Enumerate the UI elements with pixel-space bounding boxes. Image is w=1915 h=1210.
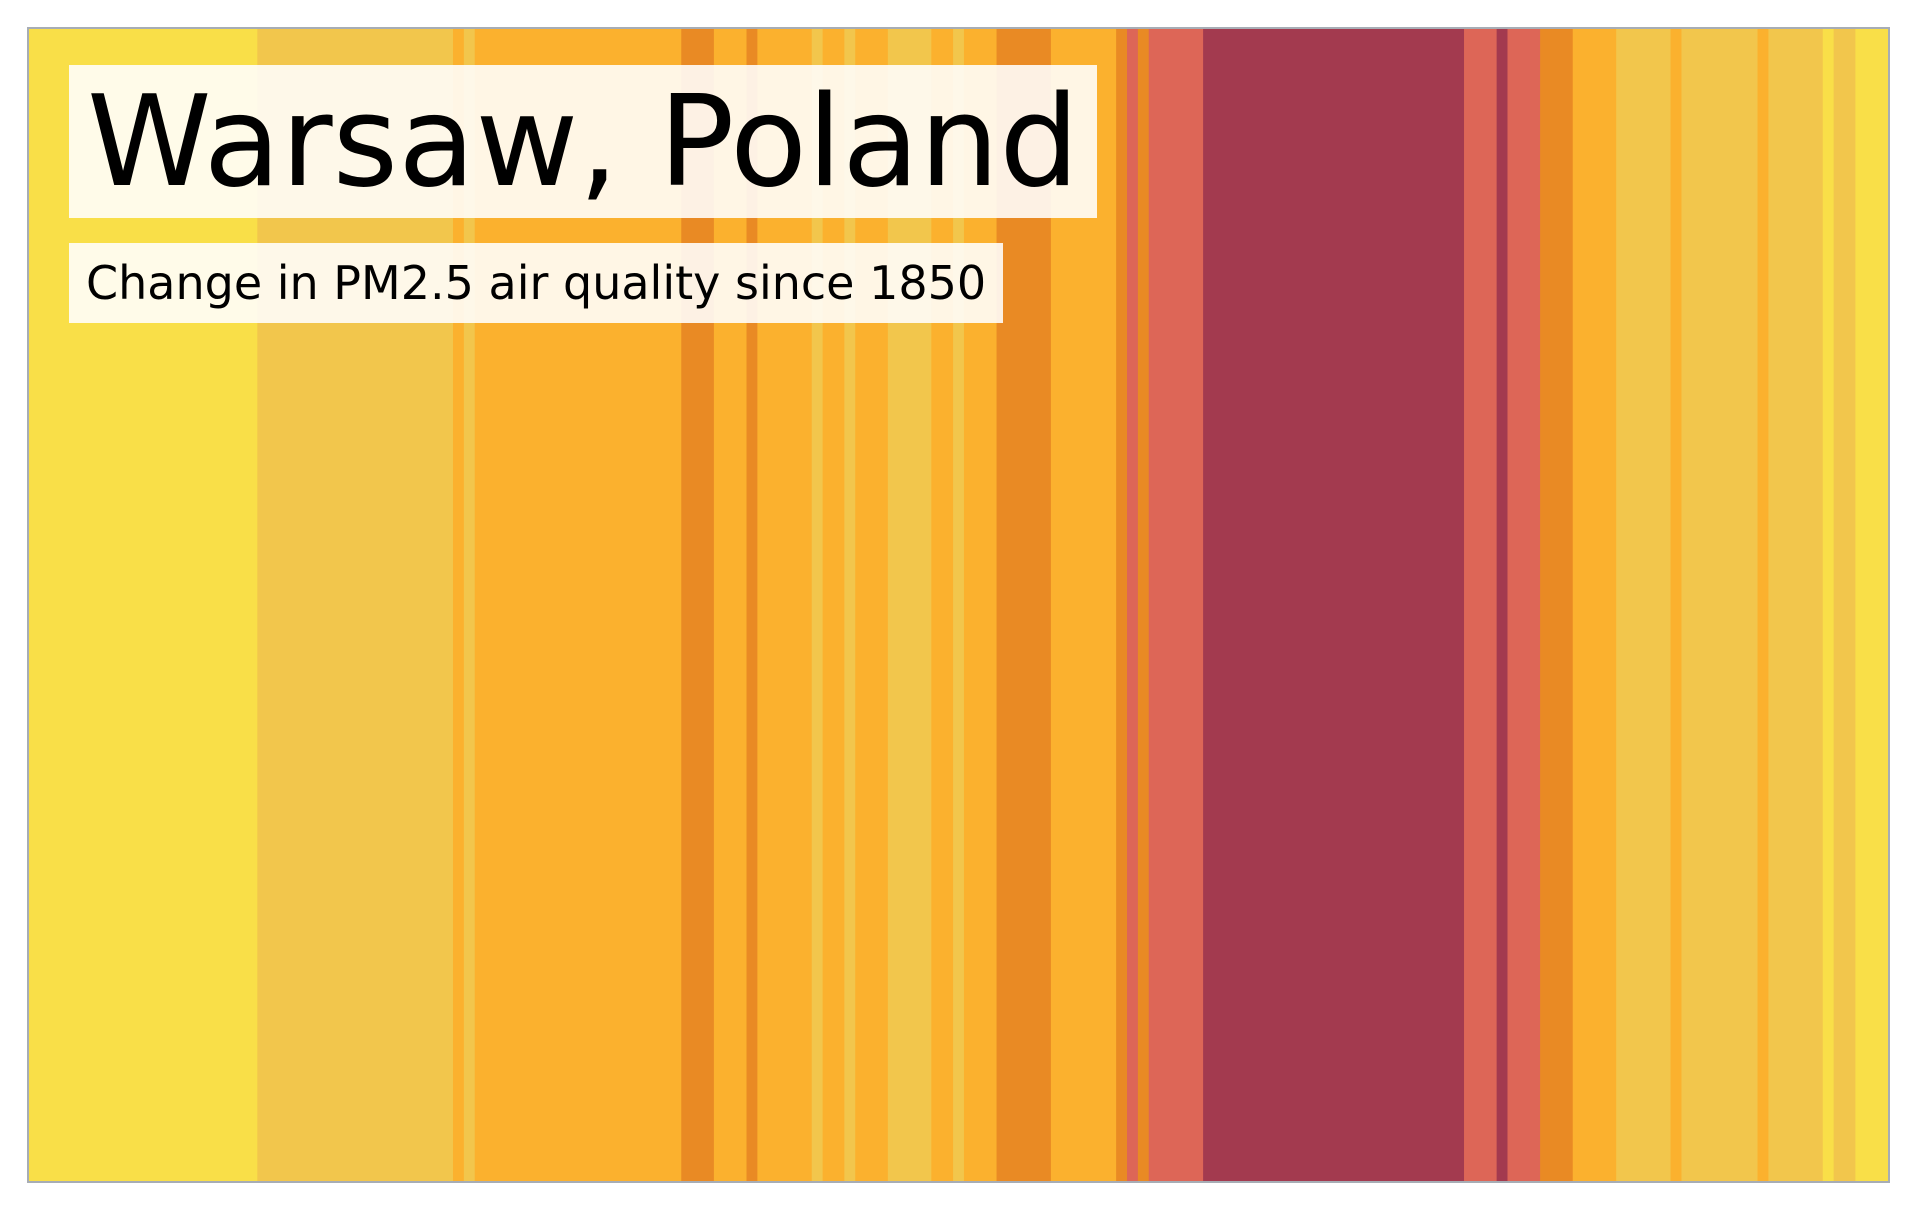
- stripe-1926: [855, 29, 889, 1181]
- stripe-1925: [844, 29, 856, 1181]
- stripe-2002: [1681, 29, 1759, 1181]
- stripe-1871: [257, 29, 454, 1181]
- stripe-1952: [1137, 29, 1150, 1181]
- stripe-1893: [496, 29, 682, 1181]
- chart-title: Warsaw, Poland: [87, 68, 1080, 215]
- stripe-1953: [1148, 29, 1204, 1181]
- stripe-2010: [1768, 29, 1824, 1181]
- stripe-1936: [963, 29, 998, 1181]
- stripe-1913: [713, 29, 748, 1181]
- stripe-1996: [1616, 29, 1672, 1181]
- stripe-1850: [29, 29, 258, 1181]
- stripe-1985: [1496, 29, 1509, 1181]
- stripe-2001: [1670, 29, 1683, 1181]
- stripe-1939: [996, 29, 1052, 1181]
- stripe-2016: [1833, 29, 1856, 1181]
- stripe-1916: [746, 29, 758, 1181]
- stripe-1889: [452, 29, 465, 1181]
- stripe-1992: [1572, 29, 1617, 1181]
- chart-subtitle-box: Change in PM2.5 air quality since 1850: [69, 243, 1004, 323]
- stripe-2009: [1757, 29, 1770, 1181]
- stripe-2015: [1822, 29, 1835, 1181]
- warming-stripes-chart: Warsaw, Poland Change in PM2.5 air quali…: [27, 27, 1890, 1183]
- stripe-1950: [1116, 29, 1128, 1181]
- stripe-2018: [1855, 29, 1888, 1181]
- chart-subtitle: Change in PM2.5 air quality since 1850: [86, 256, 987, 310]
- stripe-1982: [1464, 29, 1498, 1181]
- stripe-1986: [1507, 29, 1541, 1181]
- stripe-1935: [953, 29, 965, 1181]
- stripe-1989: [1540, 29, 1574, 1181]
- stripe-1890: [463, 29, 476, 1181]
- stripe-1951: [1127, 29, 1139, 1181]
- stripes-plot: [29, 29, 1888, 1181]
- stripe-1922: [811, 29, 824, 1181]
- stripe-1917: [757, 29, 813, 1181]
- stripe-1958: [1203, 29, 1465, 1181]
- stripe-1944: [1050, 29, 1117, 1181]
- stripe-1910: [681, 29, 715, 1181]
- stripe-1929: [887, 29, 932, 1181]
- chart-title-box: Warsaw, Poland: [69, 65, 1098, 218]
